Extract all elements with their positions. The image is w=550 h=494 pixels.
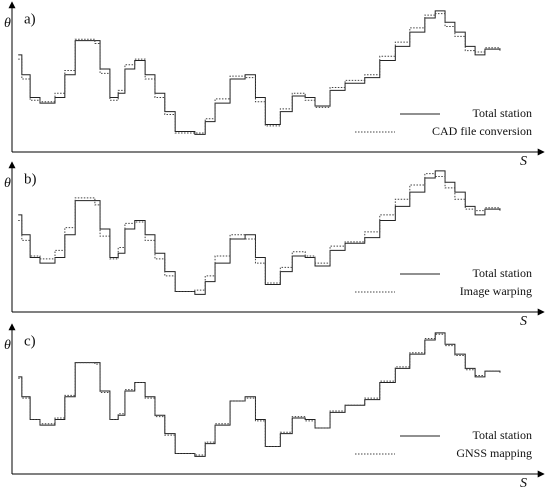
- y-axis-label: θ: [4, 16, 11, 31]
- series-line: [18, 170, 501, 295]
- y-axis-label: θ: [4, 338, 11, 353]
- series-line: [18, 13, 501, 134]
- x-axis-label: S: [520, 314, 527, 329]
- x-axis-label: S: [520, 476, 527, 491]
- legend-label: Total station: [473, 428, 532, 442]
- legend-label: GNSS mapping: [456, 446, 532, 460]
- legend-label: Total station: [473, 106, 532, 120]
- y-axis-label: θ: [4, 176, 11, 191]
- series-line: [18, 173, 501, 293]
- series-line: [18, 10, 501, 135]
- panel-label: b): [24, 171, 37, 187]
- series-line: [18, 332, 501, 457]
- x-axis-label: S: [520, 154, 527, 169]
- series-line: [18, 333, 501, 456]
- legend-label: Image warping: [460, 284, 532, 298]
- legend-label: CAD file conversion: [432, 124, 532, 138]
- legend-label: Total station: [473, 266, 532, 280]
- panel-label: a): [24, 11, 36, 27]
- panel-label: c): [24, 333, 36, 349]
